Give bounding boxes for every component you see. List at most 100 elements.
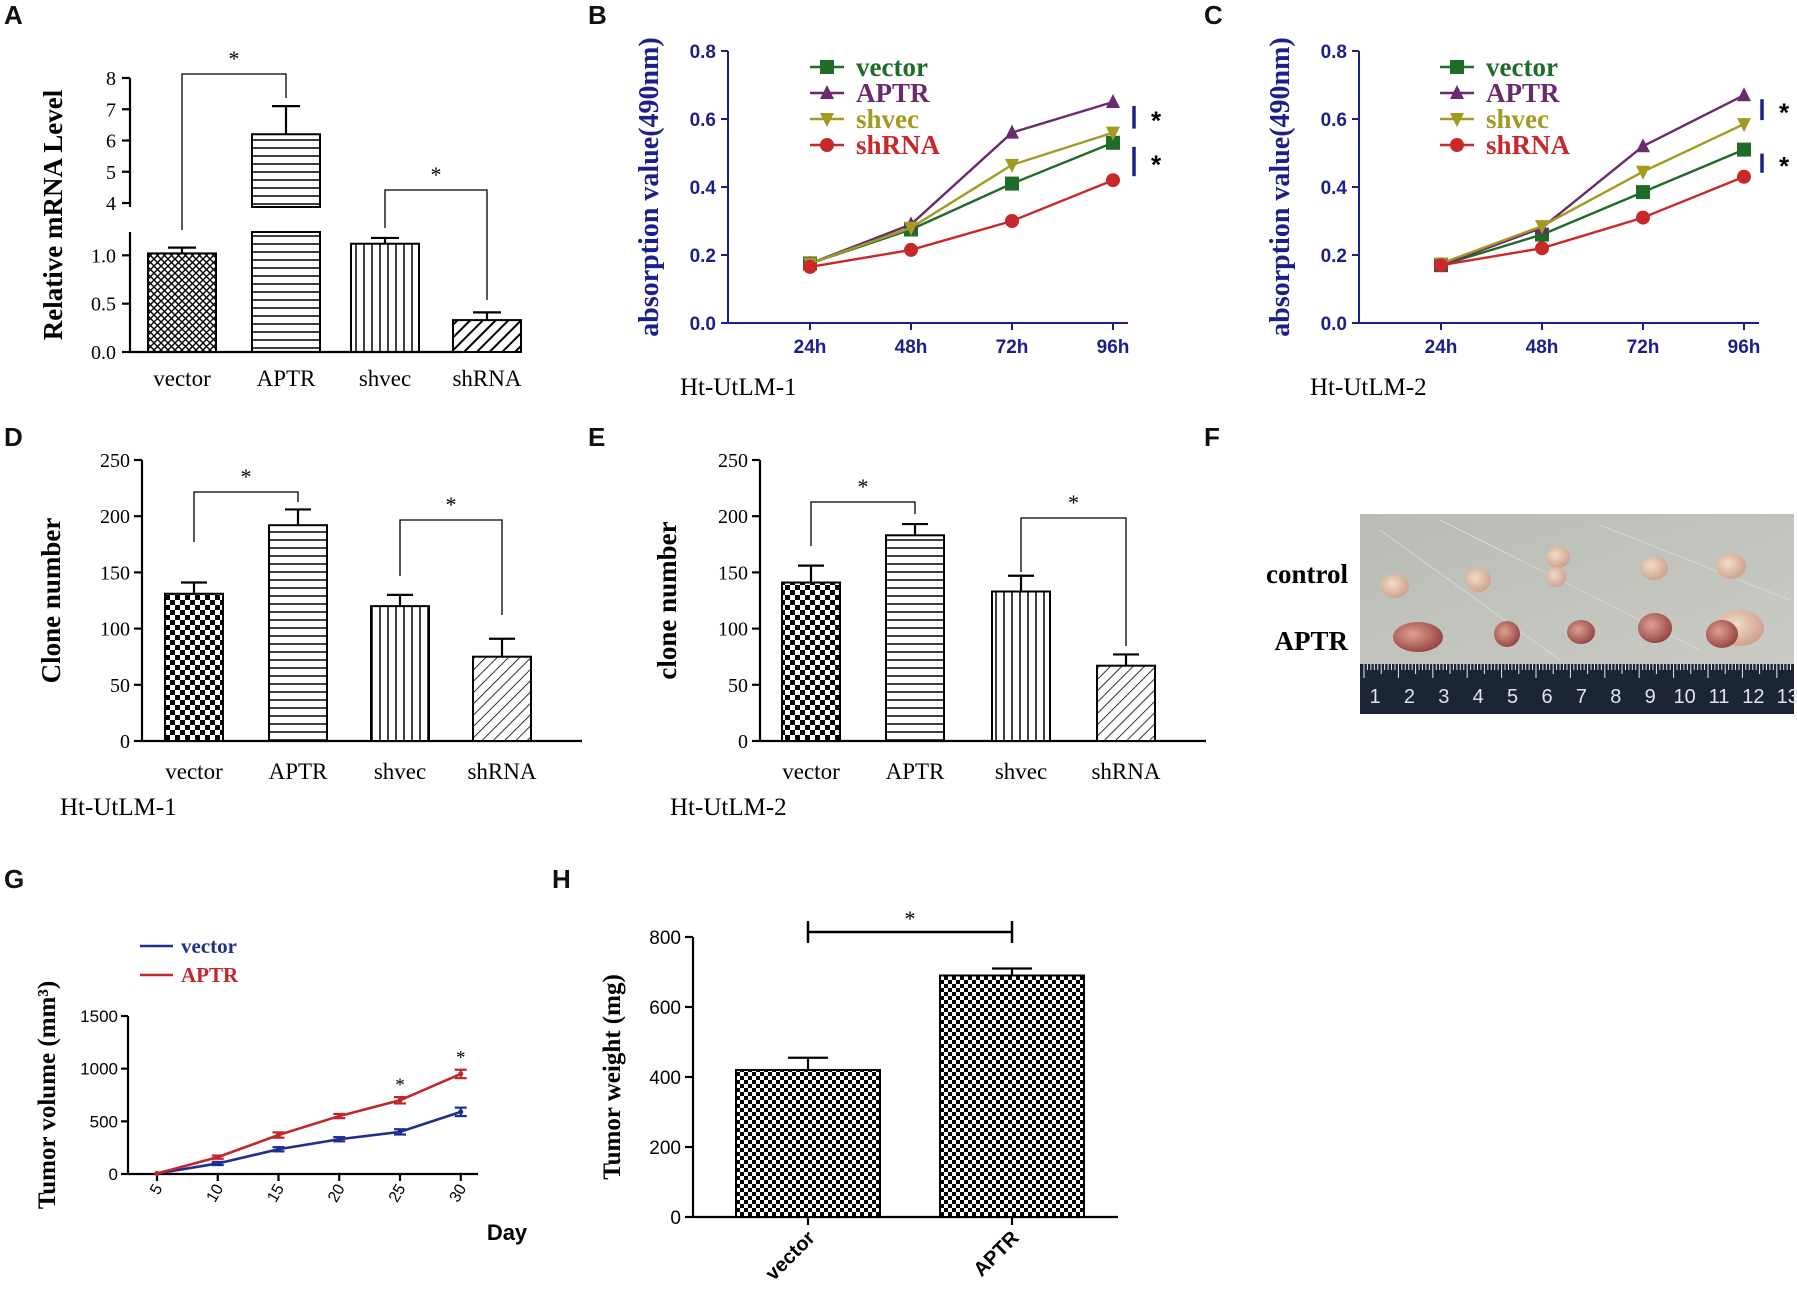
ytick-label: 200 bbox=[649, 1138, 681, 1159]
point-vector bbox=[1106, 135, 1120, 150]
point-aptr bbox=[458, 1071, 464, 1077]
ytick-label: 0.2 bbox=[690, 246, 716, 267]
ytick-label: 150 bbox=[718, 562, 748, 584]
legend-label-vector: vector bbox=[1486, 52, 1558, 82]
panel-b-chart: 0.0 0.2 0.4 0.6 0.8 24h 48h 72h 96h absorption va… bbox=[634, 37, 1162, 358]
legend-label-shrna: shRNA bbox=[1486, 130, 1571, 160]
bar-aptr bbox=[251, 133, 321, 208]
ytick-label: 200 bbox=[100, 506, 130, 528]
xtick-label: 24h bbox=[1425, 337, 1458, 358]
bar-aptr bbox=[885, 534, 945, 742]
legend-label-aptr: APTR bbox=[1486, 78, 1560, 108]
bar-shrna bbox=[452, 319, 522, 354]
panel-g-chart: 0 500 1000 1500 5 10 15 20 25 30 Day Tumor volume (… bbox=[34, 934, 528, 1245]
ruler-number: 9 bbox=[1645, 686, 1656, 708]
ytick-label: 800 bbox=[649, 928, 681, 949]
bar-shvec bbox=[991, 590, 1051, 742]
panel-a-cat-label: shRNA bbox=[452, 366, 521, 391]
panel-letter-c: C bbox=[1204, 0, 1223, 30]
legend-marker-shvec bbox=[1450, 113, 1464, 127]
series-line-aptr bbox=[1440, 94, 1745, 267]
xtick-label: 48h bbox=[1526, 337, 1559, 358]
xtick-label: 10 bbox=[204, 1181, 228, 1205]
cat-label-aptr: APTR bbox=[969, 1227, 1023, 1281]
bar-vector bbox=[735, 1069, 881, 1218]
xtick-label: 5 bbox=[147, 1181, 166, 1197]
bar-shrna bbox=[472, 655, 532, 743]
ytick-label: 100 bbox=[718, 619, 748, 641]
legend-label-shrna: shRNA bbox=[856, 130, 941, 160]
ruler-number: 10 bbox=[1673, 686, 1695, 708]
legend-marker-vector bbox=[1450, 60, 1464, 74]
panel-a-cat-label: vector bbox=[153, 366, 211, 391]
point-aptr bbox=[397, 1097, 403, 1103]
panel-a-ytick-label: 7 bbox=[106, 99, 116, 121]
cat-label-shvec: shvec bbox=[995, 759, 1047, 784]
panel-h-chart: 0 200 400 600 800 Tumor weight (mg) vector APTR… bbox=[599, 906, 1118, 1285]
point-shvec bbox=[1737, 118, 1751, 133]
panelD-sig-1-star: * bbox=[241, 464, 252, 489]
panelE-sig-1-star: * bbox=[858, 474, 869, 499]
panel-a-ytick-label: 6 bbox=[106, 131, 116, 153]
ytick-label: 250 bbox=[718, 450, 748, 472]
xtick-label: 48h bbox=[895, 337, 928, 358]
point-vector bbox=[458, 1109, 464, 1115]
panelD-sig-2-bracket bbox=[399, 519, 503, 615]
point-shvec bbox=[1535, 220, 1549, 235]
ruler-number: 5 bbox=[1507, 686, 1518, 708]
panelD-sig-1-bracket bbox=[193, 491, 299, 542]
bar-shrna bbox=[1096, 664, 1156, 743]
panelE-sig-2-star: * bbox=[1068, 490, 1079, 515]
legend-label-shvec: shvec bbox=[856, 104, 919, 134]
cat-label-aptr: APTR bbox=[886, 759, 945, 784]
panel-a-chart: Relative mRNA Level 0.0 0.5 1.0 4 5 6 7 8 * * ve… bbox=[38, 46, 522, 391]
bar-aptr bbox=[939, 974, 1085, 1218]
panel-d-chart: 0 50 100 150 200 250 Clone number vector APTR shv… bbox=[36, 450, 582, 784]
panel-e-caption: Ht-UtLM-2 bbox=[670, 794, 787, 821]
ytick-label: 1000 bbox=[80, 1060, 118, 1079]
ytick-label: 0.0 bbox=[1321, 314, 1347, 335]
ruler-number: 12 bbox=[1742, 686, 1764, 708]
panel-h-ylabel: Tumor weight (mg) bbox=[599, 974, 626, 1180]
panelE-sig-1-bracket bbox=[810, 501, 916, 546]
panel-a-ytick-label: 5 bbox=[106, 162, 116, 184]
point-shrna bbox=[1636, 210, 1650, 225]
panel-a-ytick-label: 0.5 bbox=[91, 294, 116, 316]
tumor-photo bbox=[1381, 546, 1764, 652]
cat-label-shrna: shRNA bbox=[467, 759, 536, 784]
series-line-shvec bbox=[1440, 123, 1745, 265]
point-shrna bbox=[1434, 258, 1448, 273]
ytick-label: 500 bbox=[90, 1112, 118, 1131]
panel-letter-e: E bbox=[588, 422, 605, 452]
ytick-label: 400 bbox=[649, 1068, 681, 1089]
panel-a-ytick-label: 4 bbox=[106, 193, 116, 215]
panel-letter-b: B bbox=[588, 0, 607, 30]
xtick-label: 30 bbox=[447, 1181, 471, 1205]
bar-shvec bbox=[350, 242, 420, 354]
ytick-label: 0.6 bbox=[690, 110, 716, 131]
photo-row-label-aptr: APTR bbox=[1275, 626, 1349, 656]
panel-a-ytick-label: 0.0 bbox=[91, 342, 116, 364]
point-shvec bbox=[1636, 165, 1650, 180]
point-vector bbox=[1636, 185, 1650, 200]
ytick-label: 50 bbox=[110, 675, 130, 697]
legend-marker-shrna bbox=[1450, 138, 1464, 152]
panelE-ylabel: clone number bbox=[652, 521, 682, 679]
legend-label-vector: vector bbox=[181, 934, 237, 958]
legend-marker-aptr bbox=[1450, 85, 1464, 99]
ytick-label: 50 bbox=[728, 675, 748, 697]
legend-label-vector: vector bbox=[856, 52, 928, 82]
xtick-label: 72h bbox=[1627, 337, 1660, 358]
panelB-ylabel: absorption value(490nm) bbox=[634, 37, 665, 336]
cat-label-vector: vector bbox=[782, 759, 840, 784]
point-aptr bbox=[215, 1154, 221, 1160]
point-aptr bbox=[276, 1132, 281, 1138]
legend-marker-aptr bbox=[820, 85, 834, 99]
legend-marker-shvec bbox=[820, 113, 834, 127]
bar-vector bbox=[147, 252, 217, 353]
xtick-label: 15 bbox=[264, 1181, 288, 1205]
panelE-sig-2-bracket bbox=[1020, 517, 1127, 646]
xtick-label: 25 bbox=[386, 1181, 410, 1205]
xtick-label: 72h bbox=[996, 337, 1029, 358]
